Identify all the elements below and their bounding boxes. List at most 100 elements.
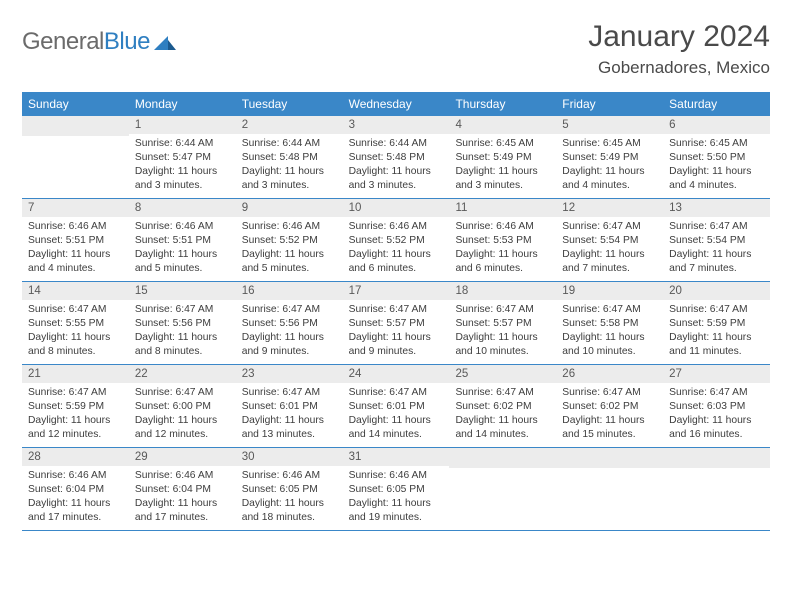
day-content: Sunrise: 6:45 AMSunset: 5:49 PMDaylight:… [556,134,663,198]
day-cell: 16Sunrise: 6:47 AMSunset: 5:56 PMDayligh… [236,282,343,364]
day-number: 27 [663,365,770,383]
day-number: 1 [129,116,236,134]
day-content: Sunrise: 6:46 AMSunset: 6:04 PMDaylight:… [129,466,236,530]
day-cell: 4Sunrise: 6:45 AMSunset: 5:49 PMDaylight… [449,116,556,198]
day-content: Sunrise: 6:47 AMSunset: 6:01 PMDaylight:… [236,383,343,447]
day-cell: 31Sunrise: 6:46 AMSunset: 6:05 PMDayligh… [343,448,450,530]
day-content: Sunrise: 6:47 AMSunset: 5:58 PMDaylight:… [556,300,663,364]
day-number [663,448,770,468]
location: Gobernadores, Mexico [588,58,770,78]
day-content: Sunrise: 6:46 AMSunset: 5:52 PMDaylight:… [236,217,343,281]
day-cell: 8Sunrise: 6:46 AMSunset: 5:51 PMDaylight… [129,199,236,281]
day-cell: 17Sunrise: 6:47 AMSunset: 5:57 PMDayligh… [343,282,450,364]
day-cell: 25Sunrise: 6:47 AMSunset: 6:02 PMDayligh… [449,365,556,447]
day-content: Sunrise: 6:47 AMSunset: 6:00 PMDaylight:… [129,383,236,447]
day-cell: 11Sunrise: 6:46 AMSunset: 5:53 PMDayligh… [449,199,556,281]
day-cell: 21Sunrise: 6:47 AMSunset: 5:59 PMDayligh… [22,365,129,447]
day-number [449,448,556,468]
day-cell [449,448,556,530]
day-number [22,116,129,136]
day-number: 11 [449,199,556,217]
day-content: Sunrise: 6:44 AMSunset: 5:47 PMDaylight:… [129,134,236,198]
day-cell: 29Sunrise: 6:46 AMSunset: 6:04 PMDayligh… [129,448,236,530]
day-content [663,468,770,524]
header: GeneralBlue January 2024 Gobernadores, M… [22,20,770,78]
logo-text: GeneralBlue [22,28,150,56]
day-cell: 30Sunrise: 6:46 AMSunset: 6:05 PMDayligh… [236,448,343,530]
day-cell: 3Sunrise: 6:44 AMSunset: 5:48 PMDaylight… [343,116,450,198]
day-content: Sunrise: 6:44 AMSunset: 5:48 PMDaylight:… [236,134,343,198]
day-number: 2 [236,116,343,134]
day-cell: 14Sunrise: 6:47 AMSunset: 5:55 PMDayligh… [22,282,129,364]
day-number: 6 [663,116,770,134]
day-content: Sunrise: 6:47 AMSunset: 6:02 PMDaylight:… [449,383,556,447]
day-number: 20 [663,282,770,300]
day-number: 26 [556,365,663,383]
logo-part2: Blue [104,28,150,55]
day-number: 3 [343,116,450,134]
calendar: SundayMondayTuesdayWednesdayThursdayFrid… [22,92,770,531]
day-cell: 24Sunrise: 6:47 AMSunset: 6:01 PMDayligh… [343,365,450,447]
day-header: Tuesday [236,92,343,116]
day-cell: 9Sunrise: 6:46 AMSunset: 5:52 PMDaylight… [236,199,343,281]
logo-triangle-icon [154,34,176,50]
day-content: Sunrise: 6:47 AMSunset: 5:55 PMDaylight:… [22,300,129,364]
day-content: Sunrise: 6:47 AMSunset: 6:01 PMDaylight:… [343,383,450,447]
week-row: 21Sunrise: 6:47 AMSunset: 5:59 PMDayligh… [22,365,770,448]
day-content: Sunrise: 6:47 AMSunset: 6:03 PMDaylight:… [663,383,770,447]
day-content: Sunrise: 6:46 AMSunset: 5:51 PMDaylight:… [129,217,236,281]
day-cell: 13Sunrise: 6:47 AMSunset: 5:54 PMDayligh… [663,199,770,281]
day-header: Thursday [449,92,556,116]
day-number: 25 [449,365,556,383]
day-number: 8 [129,199,236,217]
day-cell [556,448,663,530]
day-header: Wednesday [343,92,450,116]
weeks-container: 1Sunrise: 6:44 AMSunset: 5:47 PMDaylight… [22,116,770,531]
day-content: Sunrise: 6:47 AMSunset: 5:59 PMDaylight:… [663,300,770,364]
day-content: Sunrise: 6:46 AMSunset: 5:52 PMDaylight:… [343,217,450,281]
week-row: 7Sunrise: 6:46 AMSunset: 5:51 PMDaylight… [22,199,770,282]
day-number: 12 [556,199,663,217]
day-number: 14 [22,282,129,300]
day-number: 23 [236,365,343,383]
day-number: 16 [236,282,343,300]
week-row: 14Sunrise: 6:47 AMSunset: 5:55 PMDayligh… [22,282,770,365]
day-number: 19 [556,282,663,300]
day-number [556,448,663,468]
week-row: 1Sunrise: 6:44 AMSunset: 5:47 PMDaylight… [22,116,770,199]
day-cell: 1Sunrise: 6:44 AMSunset: 5:47 PMDaylight… [129,116,236,198]
day-cell [663,448,770,530]
day-number: 9 [236,199,343,217]
day-number: 4 [449,116,556,134]
day-number: 18 [449,282,556,300]
day-content: Sunrise: 6:46 AMSunset: 6:05 PMDaylight:… [343,466,450,530]
day-number: 13 [663,199,770,217]
day-content: Sunrise: 6:47 AMSunset: 5:57 PMDaylight:… [449,300,556,364]
day-content: Sunrise: 6:47 AMSunset: 6:02 PMDaylight:… [556,383,663,447]
day-number: 5 [556,116,663,134]
day-cell: 27Sunrise: 6:47 AMSunset: 6:03 PMDayligh… [663,365,770,447]
day-number: 28 [22,448,129,466]
day-headers-row: SundayMondayTuesdayWednesdayThursdayFrid… [22,92,770,116]
day-cell: 5Sunrise: 6:45 AMSunset: 5:49 PMDaylight… [556,116,663,198]
day-content: Sunrise: 6:45 AMSunset: 5:49 PMDaylight:… [449,134,556,198]
day-cell: 28Sunrise: 6:46 AMSunset: 6:04 PMDayligh… [22,448,129,530]
day-content: Sunrise: 6:47 AMSunset: 5:54 PMDaylight:… [663,217,770,281]
day-number: 17 [343,282,450,300]
day-content [22,136,129,192]
day-cell: 26Sunrise: 6:47 AMSunset: 6:02 PMDayligh… [556,365,663,447]
day-number: 21 [22,365,129,383]
day-content [556,468,663,524]
day-number: 10 [343,199,450,217]
day-cell [22,116,129,198]
day-number: 30 [236,448,343,466]
day-cell: 18Sunrise: 6:47 AMSunset: 5:57 PMDayligh… [449,282,556,364]
day-header: Friday [556,92,663,116]
day-number: 31 [343,448,450,466]
day-content: Sunrise: 6:47 AMSunset: 5:56 PMDaylight:… [236,300,343,364]
day-cell: 10Sunrise: 6:46 AMSunset: 5:52 PMDayligh… [343,199,450,281]
day-content: Sunrise: 6:47 AMSunset: 5:54 PMDaylight:… [556,217,663,281]
day-number: 29 [129,448,236,466]
day-number: 15 [129,282,236,300]
week-row: 28Sunrise: 6:46 AMSunset: 6:04 PMDayligh… [22,448,770,531]
